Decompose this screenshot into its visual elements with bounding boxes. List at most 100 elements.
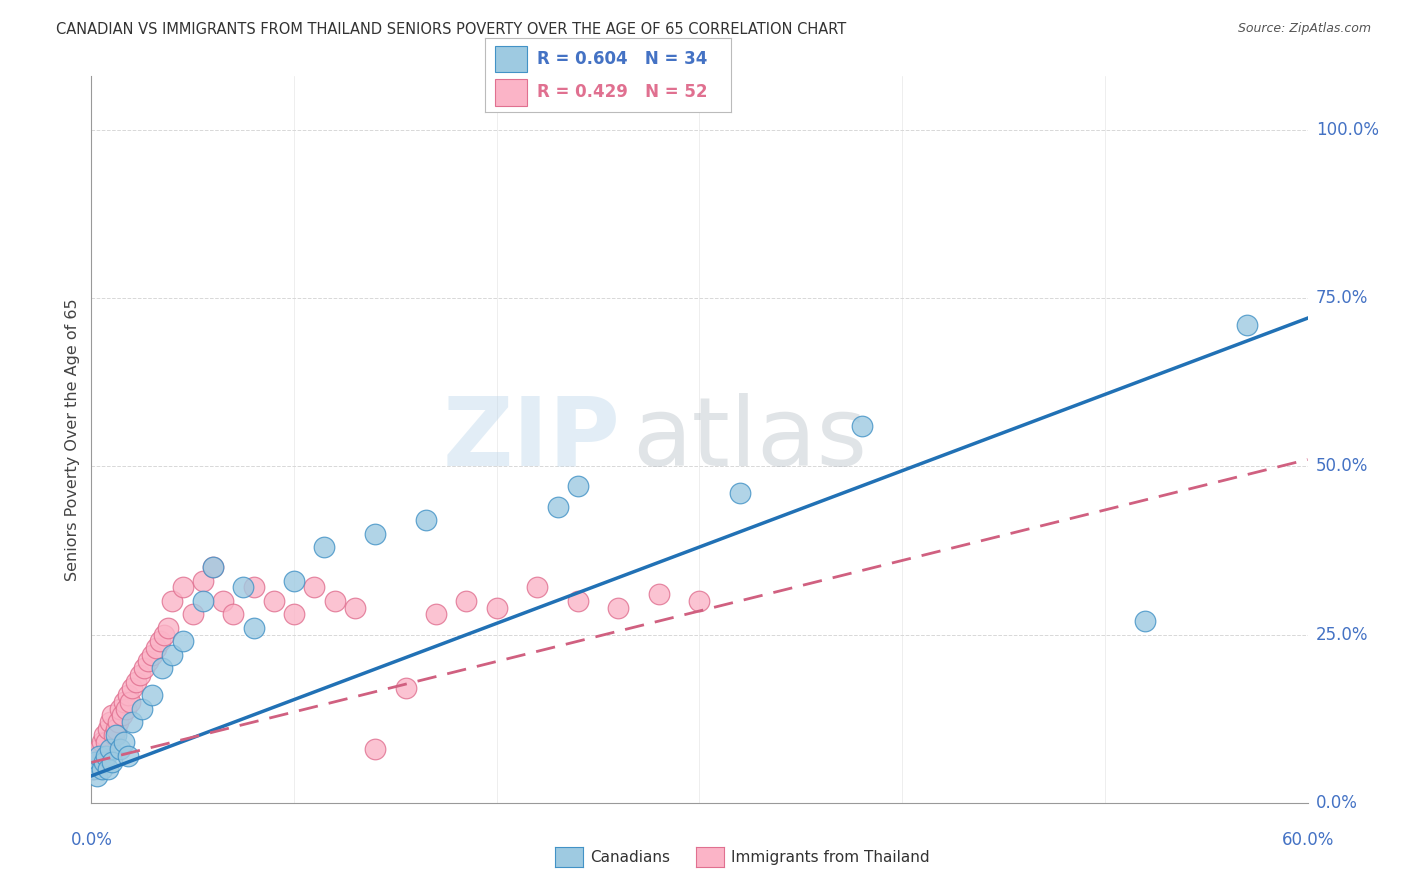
Point [157,621,180,635]
Point [84,756,107,770]
Bar [495,79,527,105]
Point [86,748,108,763]
Point [153,627,176,641]
Point [89,748,111,763]
Point [343,600,366,615]
Text: R = 0.429   N = 52: R = 0.429 N = 52 [537,83,707,101]
Point [456,594,478,608]
Text: Canadians: Canadians [591,850,671,864]
Point [181,607,204,622]
Point [94,735,117,749]
Point [263,594,285,608]
Point [242,621,264,635]
Point [283,607,305,622]
Point [129,668,152,682]
Point [728,486,751,500]
Point [415,513,437,527]
Point [141,688,163,702]
Bar [495,45,527,72]
Point [242,581,264,595]
Point [86,769,108,783]
Point [94,748,117,763]
Point [117,748,139,763]
Point [82,762,104,776]
Point [394,681,416,696]
Y-axis label: Seniors Poverty Over the Age of 65: Seniors Poverty Over the Age of 65 [65,298,80,581]
Text: R = 0.604   N = 34: R = 0.604 N = 34 [537,50,707,68]
Point [141,648,163,662]
Point [98,742,121,756]
Text: 100.0%: 100.0% [1316,120,1379,138]
Point [1135,614,1157,628]
Point [172,581,194,595]
Point [1236,318,1258,332]
Point [131,701,153,715]
Point [567,594,589,608]
Point [145,640,167,655]
Point [150,661,173,675]
Point [117,688,139,702]
Point [607,600,630,615]
Point [202,560,225,574]
Point [108,742,131,756]
Text: 0.0%: 0.0% [1316,794,1358,812]
Point [98,714,121,729]
Point [93,756,115,770]
Point [191,594,214,608]
Point [125,674,148,689]
Point [121,681,143,696]
Point [97,762,120,776]
Point [547,500,569,514]
Point [688,594,710,608]
Point [112,735,135,749]
Point [212,594,235,608]
Point [425,607,447,622]
Point [232,581,254,595]
Text: 0.0%: 0.0% [70,830,112,848]
Text: 25.0%: 25.0% [1316,625,1368,643]
Point [104,729,127,743]
Point [314,540,336,554]
Point [364,742,387,756]
Point [304,581,326,595]
Point [115,701,138,715]
Text: Source: ZipAtlas.com: Source: ZipAtlas.com [1237,22,1371,36]
Point [97,722,120,736]
Text: 75.0%: 75.0% [1316,289,1368,307]
Point [364,526,387,541]
Point [112,695,135,709]
Text: 50.0%: 50.0% [1316,458,1368,475]
Point [104,722,127,736]
Text: CANADIAN VS IMMIGRANTS FROM THAILAND SENIORS POVERTY OVER THE AGE OF 65 CORRELAT: CANADIAN VS IMMIGRANTS FROM THAILAND SEN… [56,22,846,37]
Point [107,714,129,729]
Point [118,695,141,709]
Point [202,560,225,574]
Point [111,708,134,723]
Point [84,756,107,770]
Point [108,701,131,715]
Point [103,729,125,743]
Text: 60.0%: 60.0% [1281,830,1334,848]
Point [121,714,143,729]
Point [162,648,184,662]
Point [149,634,172,648]
Text: atlas: atlas [633,392,868,486]
Point [136,655,159,669]
Text: Immigrants from Thailand: Immigrants from Thailand [731,850,929,864]
Point [485,600,508,615]
Text: ZIP: ZIP [443,392,620,486]
Point [100,708,122,723]
Point [89,742,111,756]
Point [191,574,214,588]
Point [283,574,305,588]
Point [93,729,115,743]
Point [100,756,122,770]
Point [172,634,194,648]
Point [162,594,184,608]
Point [526,581,548,595]
Point [567,479,589,493]
Point [90,735,112,749]
Point [222,607,245,622]
Point [132,661,155,675]
Point [648,587,671,601]
